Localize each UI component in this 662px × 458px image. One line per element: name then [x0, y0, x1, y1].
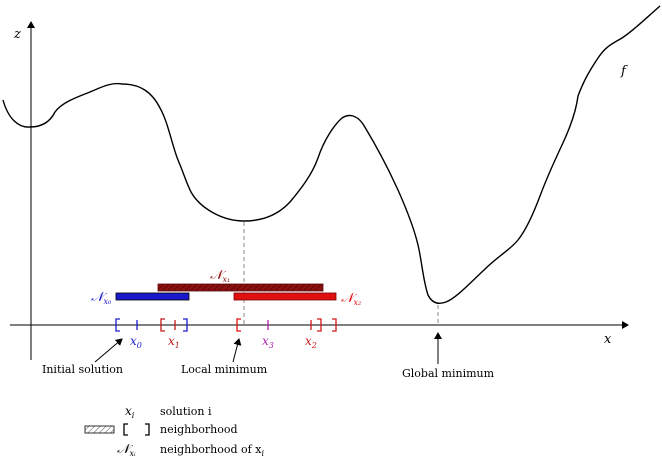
bracket-x2 — [310, 318, 337, 332]
z-axis-label: z — [13, 27, 21, 42]
legend-solution-text: solution i — [160, 405, 212, 418]
legend-nbhd-symbol: 𝒩xᵢ — [117, 442, 136, 458]
initial-solution-arrow — [94, 338, 123, 363]
point-label-x1: x1 — [168, 334, 180, 350]
neighborhood-label-x0: 𝒩x₀ — [91, 290, 112, 306]
objective-curve — [2, 5, 661, 304]
local-minimum-label: Local minimum — [181, 363, 268, 376]
legend: xi solution i neighborhood 𝒩xᵢ neighborh… — [84, 404, 264, 458]
neighborhood-bar-x2 — [233, 292, 337, 301]
curve-label: f — [620, 64, 628, 79]
neighborhood-bar-x0 — [115, 292, 190, 301]
initial-solution-label: Initial solution — [42, 363, 123, 376]
local-minimum-arrow — [232, 338, 242, 363]
point-label-x0: x0 — [130, 334, 142, 350]
point-label-x3: x3 — [262, 334, 274, 350]
legend-bracket-symbol — [123, 423, 150, 436]
bracket-local — [236, 318, 241, 332]
legend-nbhd-of-text: neighborhood of xi — [160, 443, 264, 458]
bracket-x0 — [115, 318, 188, 332]
legend-neighborhood-text: neighborhood — [160, 423, 238, 436]
point-label-x2: x2 — [305, 334, 317, 350]
bracket-x1 — [160, 318, 176, 332]
legend-solution-symbol: xi — [125, 404, 135, 420]
neighborhood-label-x1: 𝒩x₁ — [210, 268, 230, 284]
legend-hatch-swatch — [84, 425, 115, 434]
global-minimum-label: Global minimum — [402, 367, 495, 380]
neighborhood-bar-x1 — [157, 283, 324, 292]
neighborhood-label-x2: 𝒩x₂ — [341, 291, 361, 307]
x-axis-label: x — [604, 332, 612, 347]
